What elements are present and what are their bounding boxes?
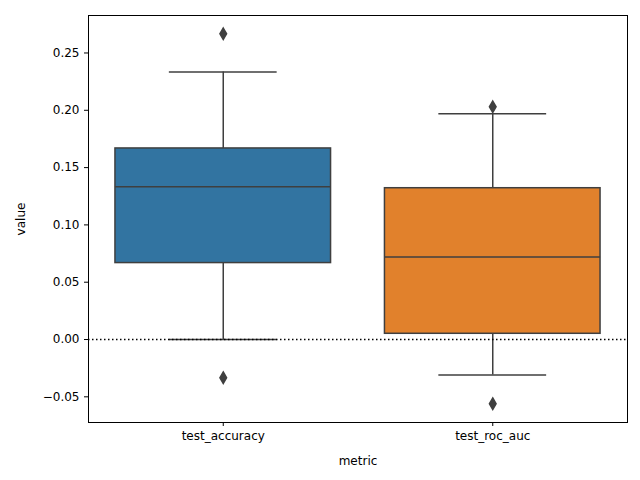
svg-text:test_accuracy: test_accuracy [182,429,265,443]
svg-text:0.15: 0.15 [53,160,80,174]
svg-text:0.20: 0.20 [53,103,80,117]
svg-text:metric: metric [339,454,378,468]
svg-text:0.10: 0.10 [53,218,80,232]
svg-text:0.05: 0.05 [53,275,80,289]
svg-text:0.00: 0.00 [53,332,80,346]
svg-text:0.25: 0.25 [53,46,80,60]
svg-text:−0.05: −0.05 [43,390,80,404]
svg-text:value: value [14,203,28,236]
svg-text:test_roc_auc: test_roc_auc [455,429,530,443]
